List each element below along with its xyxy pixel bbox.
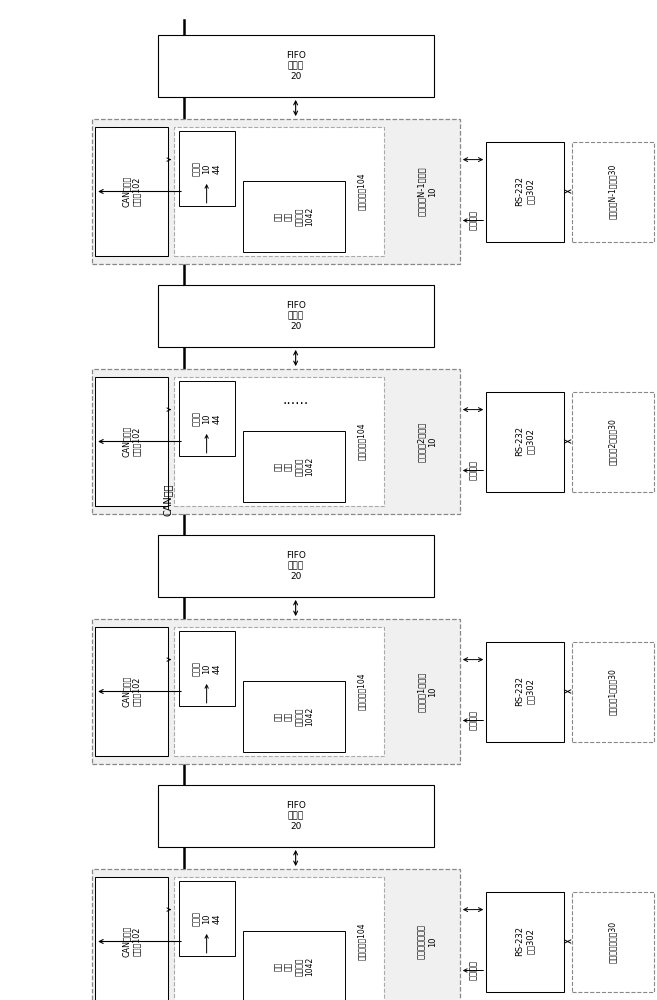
- Text: CAN总线: CAN总线: [162, 484, 173, 516]
- Text: 显示节点1上位机30: 显示节点1上位机30: [608, 668, 617, 715]
- Bar: [95, 127, 168, 256]
- Text: 显示节点2上位机30: 显示节点2上位机30: [608, 418, 617, 465]
- Text: 显示节点2同步器
10: 显示节点2同步器 10: [417, 421, 437, 462]
- Bar: [158, 785, 434, 847]
- Bar: [92, 119, 460, 264]
- Text: 帧相环
10
44: 帧相环 10 44: [192, 911, 221, 926]
- Bar: [572, 892, 654, 992]
- Text: 定时生成块104: 定时生成块104: [357, 673, 366, 710]
- Text: 定时生成块104: 定时生成块104: [357, 423, 366, 460]
- Text: CAN总线收
发模块102: CAN总线收 发模块102: [122, 676, 141, 707]
- Text: CAN总线收
发模块102: CAN总线收 发模块102: [122, 176, 141, 207]
- Text: FIFO
存储器
20: FIFO 存储器 20: [286, 801, 306, 831]
- Bar: [179, 631, 235, 706]
- Text: 控制节点上位机30: 控制节点上位机30: [608, 920, 617, 963]
- Text: 帧相环
10
44: 帧相环 10 44: [192, 411, 221, 426]
- Bar: [158, 285, 434, 347]
- Text: RS-232
接口302: RS-232 接口302: [515, 426, 535, 456]
- Text: 图形信号: 图形信号: [468, 460, 478, 481]
- Text: 图形信号: 图形信号: [468, 211, 478, 231]
- Bar: [179, 381, 235, 456]
- Bar: [486, 642, 564, 742]
- Bar: [174, 877, 384, 1000]
- Bar: [243, 931, 345, 1000]
- Text: FIFO
存储器
20: FIFO 存储器 20: [286, 301, 306, 331]
- Bar: [486, 141, 564, 241]
- Bar: [572, 392, 654, 492]
- Text: 显示节点N-1上位机30: 显示节点N-1上位机30: [608, 164, 617, 219]
- Bar: [92, 619, 460, 764]
- Text: RS-232
接口302: RS-232 接口302: [515, 926, 535, 956]
- Bar: [243, 431, 345, 502]
- Text: 图形信号: 图形信号: [468, 710, 478, 730]
- Bar: [572, 642, 654, 742]
- Bar: [174, 127, 384, 256]
- Bar: [174, 627, 384, 756]
- Text: 定时生成块104: 定时生成块104: [357, 173, 366, 210]
- Text: 定时生成块104: 定时生成块104: [357, 923, 366, 960]
- Text: 控制节点同步器
10: 控制节点同步器 10: [417, 924, 437, 959]
- Bar: [95, 627, 168, 756]
- Text: 图形信号: 图形信号: [468, 960, 478, 980]
- Text: RS-232
接口302: RS-232 接口302: [515, 176, 535, 207]
- Bar: [486, 892, 564, 992]
- Bar: [179, 881, 235, 956]
- Bar: [179, 131, 235, 206]
- Text: ......: ......: [283, 393, 309, 407]
- Text: CAN总线收
发模块102: CAN总线收 发模块102: [122, 426, 141, 457]
- Text: 帧相环
10
44: 帧相环 10 44: [192, 661, 221, 676]
- Bar: [243, 181, 345, 252]
- Bar: [92, 369, 460, 514]
- Text: 视频
同步
分离单元
1042: 视频 同步 分离单元 1042: [274, 957, 314, 976]
- Bar: [174, 377, 384, 506]
- Bar: [486, 392, 564, 492]
- Text: 视频
同步
分离单元
1042: 视频 同步 分离单元 1042: [274, 457, 314, 476]
- Text: FIFO
存储器
20: FIFO 存储器 20: [286, 51, 306, 81]
- Bar: [95, 877, 168, 1000]
- Text: 帧相环
10
44: 帧相环 10 44: [192, 161, 221, 176]
- Bar: [572, 141, 654, 241]
- Bar: [158, 535, 434, 597]
- Bar: [92, 869, 460, 1000]
- Bar: [158, 35, 434, 97]
- Bar: [243, 681, 345, 752]
- Bar: [95, 377, 168, 506]
- Text: 视频
同步
分离单元
1042: 视频 同步 分离单元 1042: [274, 707, 314, 726]
- Text: FIFO
存储器
20: FIFO 存储器 20: [286, 551, 306, 581]
- Text: 显示节点1同步器
10: 显示节点1同步器 10: [417, 671, 437, 712]
- Text: CAN总线收
发模块102: CAN总线收 发模块102: [122, 926, 141, 957]
- Text: RS-232
接口302: RS-232 接口302: [515, 676, 535, 706]
- Text: 显示节点N-1同步器
10: 显示节点N-1同步器 10: [417, 167, 437, 216]
- Text: 视频
同步
分离单元
1042: 视频 同步 分离单元 1042: [274, 207, 314, 226]
